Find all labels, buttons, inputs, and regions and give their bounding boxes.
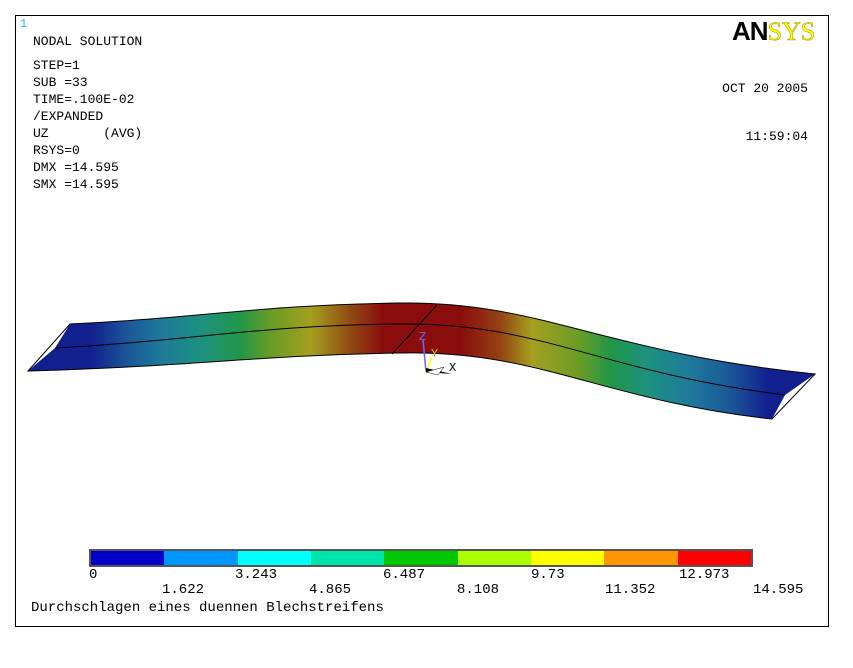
triad-y-label: Y <box>431 347 438 361</box>
triad-z-label: Z <box>419 330 426 344</box>
strip-midline <box>54 323 786 396</box>
strip-near-half <box>28 323 785 419</box>
result-title: NODAL SOLUTION <box>33 34 143 49</box>
info-smx: SMX =14.595 <box>33 177 119 192</box>
legend-segment-4 <box>384 551 458 565</box>
info-sub: SUB =33 <box>33 75 88 90</box>
legend-segment-7 <box>604 551 678 565</box>
coordinate-triad: Z Y X <box>419 330 456 376</box>
date-label: OCT 20 2005 <box>722 81 808 96</box>
strip-outline <box>26 302 817 420</box>
window-number: 1 <box>20 17 28 31</box>
time-label: 11:59:04 <box>745 129 808 144</box>
legend-segment-2 <box>237 551 311 565</box>
legend-segment-5 <box>457 551 531 565</box>
info-item: UZ (AVG) <box>33 126 143 141</box>
legend-segment-0 <box>91 551 165 565</box>
legend-value-3: 4.865 <box>309 582 352 598</box>
legend-value-1: 1.622 <box>162 582 205 598</box>
strip-center-seam <box>391 304 438 355</box>
plot-title: Durchschlagen eines duennen Blechstreife… <box>31 600 384 616</box>
triad-z-axis <box>422 339 427 373</box>
contour-legend-bar <box>89 549 753 567</box>
info-time: TIME=.100E-02 <box>33 92 135 107</box>
info-expanded: /EXPANDED <box>33 109 104 124</box>
triad-plane <box>425 366 445 376</box>
legend-value-7: 11.352 <box>605 582 656 598</box>
logo-sys: SYS <box>767 17 816 47</box>
legend-segment-8 <box>677 551 751 565</box>
legend-value-2: 3.243 <box>235 567 278 583</box>
triad-x-label: X <box>449 361 456 375</box>
legend-segment-3 <box>310 551 385 565</box>
ansys-logo: ANSYS <box>732 16 816 47</box>
legend-value-0: 0 <box>89 567 98 583</box>
logo-an: AN <box>732 16 769 46</box>
legend-value-9: 14.595 <box>753 582 804 598</box>
legend-segment-1 <box>164 551 238 565</box>
legend-value-5: 8.108 <box>457 582 500 598</box>
info-rsys: RSYS=0 <box>33 143 80 158</box>
date-time: OCT 20 2005 11:59:04 <box>722 49 808 161</box>
legend-value-8: 12.973 <box>679 567 730 583</box>
strip-far-half <box>55 302 815 395</box>
info-step: STEP=1 <box>33 58 80 73</box>
legend-value-4: 6.487 <box>383 567 426 583</box>
legend-value-6: 9.73 <box>531 567 565 583</box>
legend-segment-6 <box>530 551 605 565</box>
info-dmx: DMX =14.595 <box>33 160 119 175</box>
